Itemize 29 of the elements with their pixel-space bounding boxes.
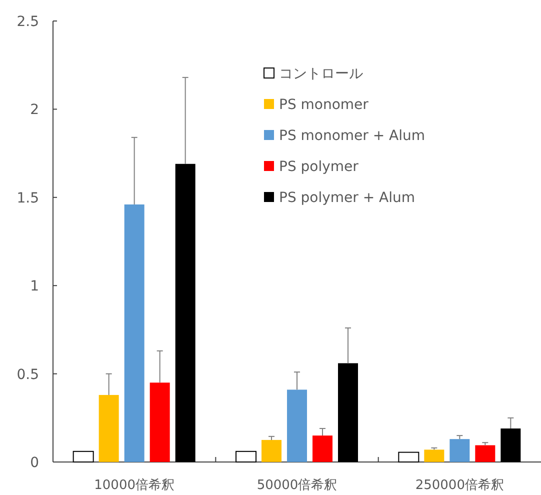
legend-label: PS monomer [279, 97, 369, 113]
y-tick-label: 1.5 [16, 190, 39, 206]
bar [398, 452, 420, 462]
legend-label: コントロール [279, 66, 363, 82]
bar [450, 439, 470, 462]
bar [424, 450, 444, 462]
y-tick-label: 2 [30, 102, 39, 118]
x-tick-label: 10000倍希釈 [94, 478, 175, 493]
bar [72, 450, 94, 462]
bar [500, 428, 521, 462]
bar [98, 394, 119, 462]
bar [175, 164, 196, 462]
bar [236, 450, 256, 462]
legend-label: PS polymer [279, 159, 359, 175]
legend-label: PS polymer + Alum [279, 190, 416, 206]
y-tick-label: 0 [30, 455, 39, 471]
bar [124, 204, 144, 462]
y-tick-label: 0.5 [16, 366, 39, 383]
legend-label: PS monomer + Alum [279, 128, 426, 144]
bar [475, 445, 496, 462]
bar [262, 440, 282, 462]
y-tick-label: 1 [30, 278, 39, 295]
bar [338, 363, 358, 462]
bar [312, 436, 332, 462]
y-tick-label: 2.5 [16, 14, 39, 30]
x-tick-label: 50000倍希釈 [256, 478, 338, 493]
bar [287, 390, 307, 462]
x-tick-label: 250000倍希釈 [415, 478, 504, 493]
bar [150, 382, 170, 462]
